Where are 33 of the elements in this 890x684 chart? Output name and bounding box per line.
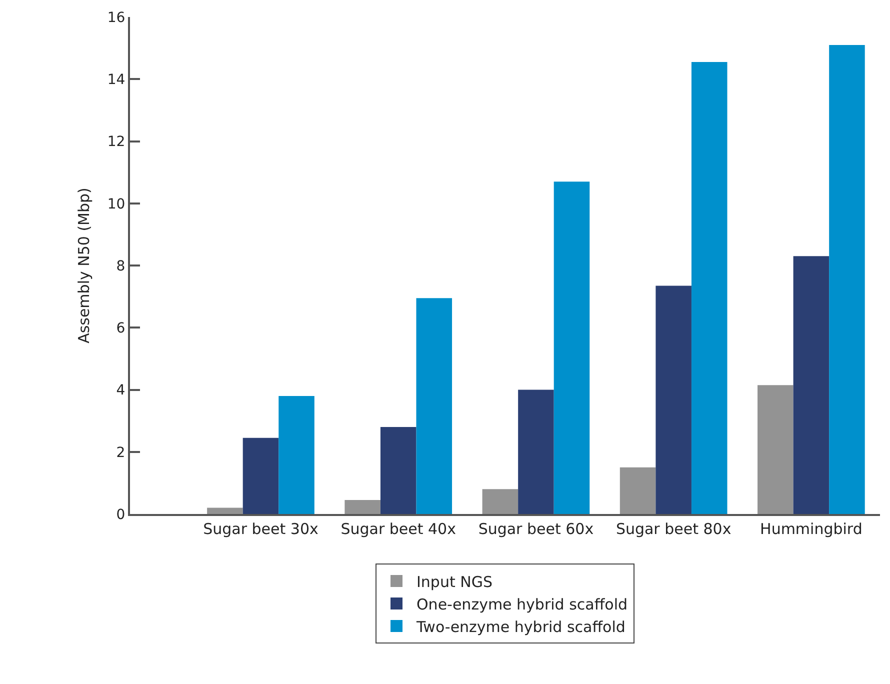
x-tick-label: Sugar beet 60x [478, 520, 594, 538]
bar [380, 427, 416, 514]
y-axis-title: Assembly N50 (Mbp) [75, 188, 94, 344]
bar [793, 256, 830, 514]
y-tick-label: 4 [116, 382, 126, 399]
y-tick-label: 10 [107, 196, 126, 212]
bar [620, 467, 656, 514]
y-tick-label: 14 [107, 72, 126, 88]
bar [656, 286, 692, 514]
bar [242, 438, 279, 514]
bar [344, 500, 380, 514]
x-tick-label: Sugar beet 30x [203, 520, 318, 538]
bar [207, 508, 243, 514]
legend-label: Two-enzyme hybrid scaffold [416, 618, 626, 636]
bar [554, 182, 590, 514]
x-tick-label: Sugar beet 40x [340, 520, 456, 538]
y-tick-label: 12 [107, 134, 126, 150]
bar [758, 385, 794, 514]
y-tick-label: 0 [116, 506, 126, 523]
bar [829, 44, 865, 514]
bar [518, 390, 554, 514]
y-tick-label: 6 [116, 320, 126, 337]
legend-label: Input NGS [416, 572, 492, 591]
y-tick-label: 16 [107, 10, 126, 26]
legend-label: One-enzyme hybrid scaffold [416, 595, 628, 614]
bar [691, 62, 728, 514]
bar [278, 396, 314, 514]
x-tick-label: Hummingbird [760, 520, 862, 538]
bar [482, 489, 518, 514]
bar [416, 298, 452, 514]
y-tick-label: 2 [116, 444, 126, 461]
x-tick-label: Sugar beet 80x [616, 520, 732, 538]
y-tick-label: 8 [116, 258, 126, 274]
